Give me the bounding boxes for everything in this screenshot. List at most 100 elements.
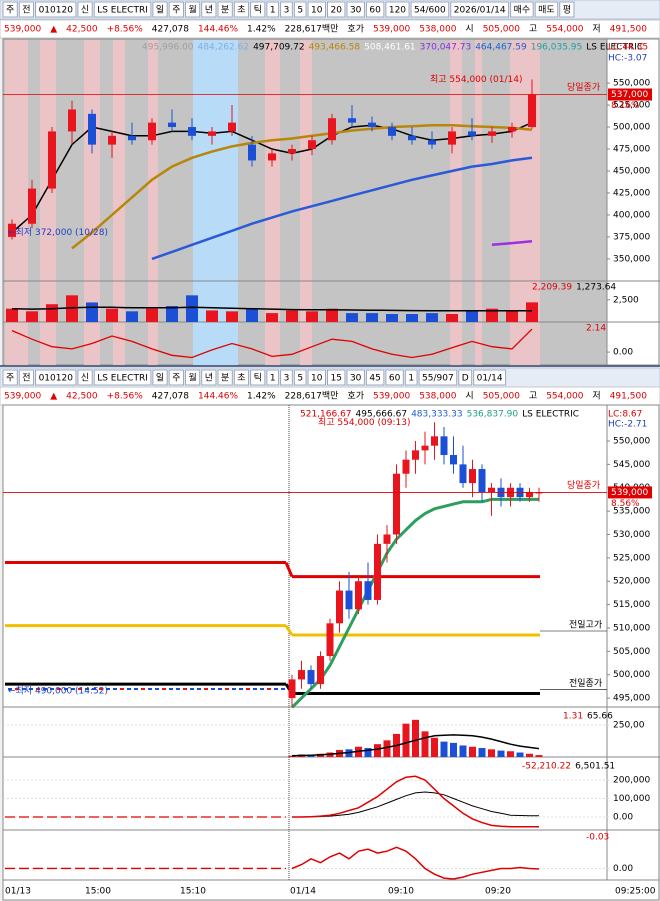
toolbar-button[interactable] [184, 1, 201, 18]
toolbar-label[interactable]: 전 [22, 5, 30, 16]
toolbar-label[interactable]: 55/907 [422, 374, 454, 384]
candle-body [368, 122, 376, 128]
toolbar-label[interactable]: 분 [221, 5, 229, 16]
toolbar-button[interactable] [2, 1, 18, 18]
toolbar-button[interactable] [365, 369, 385, 386]
toolbar-button[interactable] [77, 369, 93, 386]
toolbar-label[interactable]: 5 [297, 6, 303, 16]
toolbar-button[interactable] [93, 369, 152, 386]
toolbar-label[interactable]: 010120 [39, 6, 74, 16]
toolbar-label[interactable]: 일 [156, 5, 164, 16]
toolbar-button[interactable] [266, 1, 280, 18]
toolbar-label[interactable]: 30 [350, 6, 362, 16]
toolbar-button[interactable] [152, 369, 168, 386]
toolbar-button[interactable] [327, 369, 346, 386]
toolbar-button[interactable] [293, 1, 307, 18]
toolbar-label[interactable]: 01/14 [477, 374, 503, 384]
toolbar-button[interactable] [217, 1, 233, 18]
toolbar-button[interactable] [233, 369, 250, 386]
toolbar-button[interactable] [217, 369, 233, 386]
toolbar-label[interactable]: 주 [172, 373, 180, 384]
toolbar-label[interactable]: 60 [389, 374, 401, 384]
toolbar-button[interactable] [307, 1, 326, 18]
toolbar-label[interactable]: 120 [389, 6, 406, 16]
toolbar-label[interactable]: 신 [81, 373, 89, 384]
toolbar-label[interactable]: 전 [22, 373, 30, 384]
toolbar-label[interactable]: 5 [297, 374, 303, 384]
toolbar-label[interactable]: 평 [563, 5, 571, 16]
toolbar-button[interactable] [233, 1, 250, 18]
toolbar-button[interactable] [35, 369, 77, 386]
toolbar-label[interactable]: 신 [81, 5, 89, 16]
toolbar-button[interactable] [77, 1, 93, 18]
toolbar-label[interactable]: D [462, 374, 469, 384]
toolbar-label[interactable]: 분 [221, 373, 229, 384]
toolbar-button[interactable] [184, 369, 201, 386]
toolbar-button[interactable] [168, 1, 184, 18]
toolbar-label[interactable]: 1 [408, 374, 414, 384]
toolbar-button[interactable] [18, 1, 35, 18]
toolbar-label[interactable]: 15 [331, 374, 342, 384]
toolbar-button[interactable] [559, 1, 575, 18]
toolbar-button[interactable] [385, 1, 410, 18]
toolbar-button[interactable] [510, 1, 534, 18]
toolbar-button[interactable] [266, 369, 280, 386]
toolbar-label[interactable]: 초 [237, 373, 245, 384]
toolbar-label[interactable]: 60 [369, 6, 381, 16]
toolbar-button[interactable] [201, 369, 217, 386]
toolbar-label[interactable]: 10 [311, 374, 323, 384]
toolbar-button[interactable] [201, 1, 217, 18]
toolbar-button[interactable] [293, 369, 307, 386]
toolbar-label[interactable]: 20 [331, 6, 343, 16]
toolbar-button[interactable] [250, 1, 266, 18]
toolbar-label[interactable]: 초 [237, 5, 245, 16]
toolbar-label[interactable]: 년 [205, 5, 213, 16]
toolbar-button[interactable] [280, 1, 293, 18]
toolbar-button[interactable] [2, 369, 18, 386]
toolbar-label[interactable]: 틱 [254, 4, 262, 16]
toolbar-label[interactable]: 2026/01/14 [454, 6, 506, 16]
toolbar-label[interactable]: 1 [270, 6, 276, 16]
toolbar-label[interactable]: 3 [284, 374, 290, 384]
toolbar-button[interactable] [404, 369, 418, 386]
highlight-band [113, 40, 125, 365]
toolbar-button[interactable] [365, 1, 385, 18]
toolbar-label[interactable]: 주 [6, 5, 14, 16]
toolbar-label[interactable]: LS ELECTRI [97, 374, 148, 384]
toolbar-label[interactable]: 3 [284, 6, 290, 16]
toolbar-label[interactable]: 월 [188, 4, 196, 16]
toolbar-button[interactable] [307, 369, 326, 386]
toolbar-label[interactable]: 45 [369, 374, 380, 384]
toolbar-label[interactable]: 매도 [538, 5, 555, 16]
toolbar-button[interactable] [385, 369, 404, 386]
toolbar-button[interactable] [250, 369, 266, 386]
toolbar-button[interactable] [18, 369, 35, 386]
toolbar-label[interactable]: LS ELECTRI [97, 6, 148, 16]
toolbar-label[interactable]: 틱 [254, 372, 262, 384]
toolbar-button[interactable] [327, 1, 346, 18]
toolbar-label[interactable]: 54/600 [414, 6, 446, 16]
toolbar-button[interactable] [410, 1, 450, 18]
toolbar-label[interactable]: 1 [270, 374, 276, 384]
toolbar-label[interactable]: 주 [6, 373, 14, 384]
toolbar-button[interactable] [346, 369, 365, 386]
toolbar-button[interactable] [35, 1, 77, 18]
toolbar-button[interactable] [93, 1, 152, 18]
toolbar-button[interactable] [458, 369, 473, 386]
toolbar-label[interactable]: 일 [156, 373, 164, 384]
toolbar-button[interactable] [152, 1, 168, 18]
toolbar-button[interactable] [280, 369, 293, 386]
toolbar-label[interactable]: 매수 [514, 5, 531, 16]
toolbar-label[interactable]: 년 [205, 373, 213, 384]
toolbar-label[interactable]: 월 [188, 372, 196, 384]
toolbar-button[interactable] [450, 1, 510, 18]
toolbar-label[interactable]: 주 [172, 5, 180, 16]
toolbar-button[interactable] [418, 369, 458, 386]
toolbar-label[interactable]: 10 [311, 6, 323, 16]
toolbar-label[interactable]: 30 [350, 374, 362, 384]
toolbar-button[interactable] [473, 369, 507, 386]
toolbar-button[interactable] [168, 369, 184, 386]
toolbar-label[interactable]: 010120 [39, 374, 74, 384]
toolbar-button[interactable] [534, 1, 559, 18]
toolbar-button[interactable] [346, 1, 365, 18]
